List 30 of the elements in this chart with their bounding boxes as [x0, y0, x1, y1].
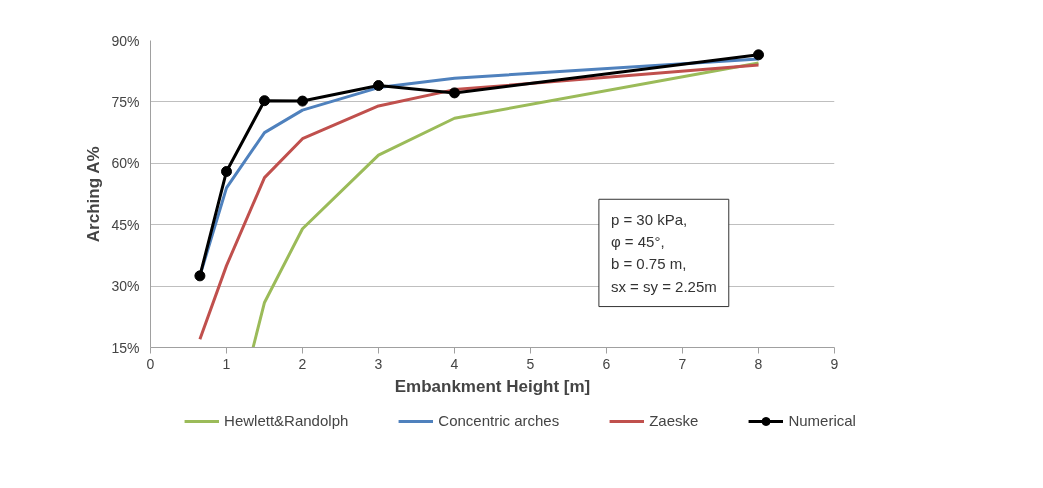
x-tick-label: 6 [602, 355, 611, 372]
point [259, 95, 270, 107]
y-tick-label: 15% [111, 339, 140, 356]
y-tick-label: 75% [111, 93, 140, 110]
y-tick-label: 45% [111, 216, 140, 233]
annotation: p = 30 kPa, φ = 45°, b = 0.75 m, sx = sy = 2.25m [610, 211, 717, 295]
x-tick-label: 0 [146, 355, 155, 372]
x-tick-label: 5 [526, 355, 535, 372]
legend-label: Concentric arches [438, 412, 560, 429]
x-tick-label: 4 [450, 355, 459, 372]
x-tick-label: 9 [830, 355, 839, 372]
x-tick-label: 7 [678, 355, 687, 372]
point [194, 270, 206, 282]
x-tick-label: 8 [754, 355, 763, 372]
x-axis-title: Embankment Height [m] [394, 376, 591, 396]
point [373, 80, 384, 92]
legend-label: Zaeske [649, 412, 699, 429]
x-tick-label: 2 [298, 355, 307, 372]
x-tick-label: 1 [222, 355, 231, 372]
y-axis-title: Arching A% [84, 146, 104, 243]
point [753, 49, 764, 61]
point [297, 95, 308, 107]
legend-label: Numerical [788, 412, 856, 429]
point [221, 166, 232, 177]
x-tick-label: 3 [374, 355, 383, 372]
y-tick-label: 90% [111, 32, 140, 49]
y-tick-label: 60% [111, 155, 140, 172]
y-tick-label: 30% [111, 278, 140, 295]
point [449, 87, 460, 99]
legend-label: Hewlett&Randolph [224, 412, 349, 429]
